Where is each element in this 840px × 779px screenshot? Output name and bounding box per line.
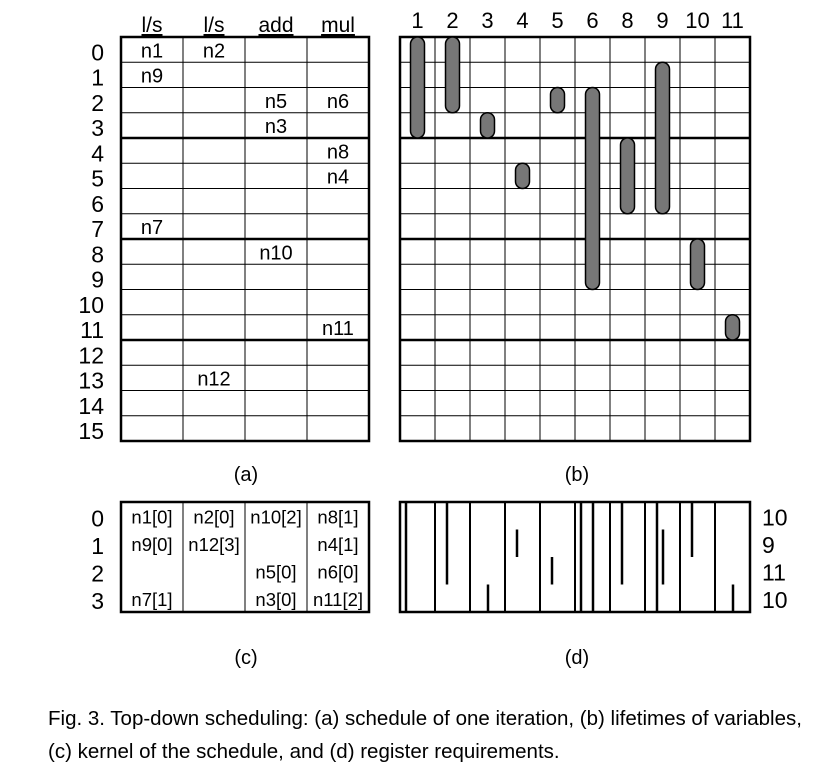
register-count: 11 <box>762 560 786 586</box>
schedule-row-label: 10 <box>78 292 104 318</box>
schedule-cell-n12: n12 <box>197 369 230 391</box>
schedule-row-label: 5 <box>91 166 104 192</box>
lifetime-column-header: 6 <box>586 8 598 33</box>
schedule-cell-n5: n5 <box>265 91 287 113</box>
lifetime-column-header: 3 <box>481 8 493 33</box>
kernel-cell: n10[2] <box>250 507 301 528</box>
register-count: 9 <box>762 532 775 558</box>
schedule-column-header: add <box>258 14 293 37</box>
kernel-cell: n5[0] <box>255 562 296 583</box>
panel-a-label: (a) <box>234 464 258 486</box>
schedule-cell-n7: n7 <box>141 217 163 239</box>
schedule-row-label: 13 <box>78 368 104 394</box>
schedule-cell-n10: n10 <box>259 242 292 264</box>
schedule-cell-n1: n1 <box>141 40 163 62</box>
kernel-cell: n3[0] <box>255 589 296 610</box>
lifetime-column-header: 8 <box>621 8 633 33</box>
lifetime-bar-8 <box>619 137 636 215</box>
register-count: 10 <box>762 505 788 531</box>
lifetime-bar-4 <box>514 162 531 190</box>
lifetime-bar-3 <box>479 112 496 139</box>
lifetime-column-header: 10 <box>685 8 709 33</box>
lifetime-bar-6 <box>584 86 601 291</box>
schedule-cell-n3: n3 <box>265 116 287 138</box>
schedule-cell-n2: n2 <box>203 40 225 62</box>
schedule-column-header: l/s <box>204 14 225 37</box>
panel-b-label: (b) <box>565 464 589 486</box>
schedule-row-label: 14 <box>78 393 104 419</box>
panel-d-label: (d) <box>565 647 589 669</box>
lifetime-column-header: 11 <box>721 8 744 33</box>
kernel-cell: n11[2] <box>313 589 363 610</box>
lifetime-column-header: 5 <box>551 8 563 33</box>
kernel-cell: n7[1] <box>131 589 172 610</box>
schedule-row-label: 11 <box>80 317 104 343</box>
kernel-cell: n1[0] <box>131 507 172 528</box>
schedule-row-label: 4 <box>91 140 104 166</box>
schedule-row-label: 8 <box>91 241 104 267</box>
lifetime-column-header: 2 <box>446 8 458 33</box>
lifetime-bar-5 <box>549 86 566 114</box>
kernel-row-label: 3 <box>91 588 104 614</box>
kernel-cell: n2[0] <box>193 507 234 528</box>
lifetime-bar-2 <box>444 36 461 114</box>
register-count: 10 <box>762 587 788 613</box>
schedule-cell-n11: n11 <box>322 318 354 340</box>
schedule-cell-n4: n4 <box>327 167 349 189</box>
schedule-row-label: 3 <box>91 115 104 141</box>
schedule-row-label: 12 <box>78 342 104 368</box>
kernel-row-label: 2 <box>91 561 104 587</box>
lifetime-bar-1 <box>409 36 426 139</box>
lifetime-column-header: 1 <box>411 8 423 33</box>
schedule-column-header: l/s <box>142 14 163 37</box>
panel-c-label: (c) <box>234 647 257 669</box>
figure-caption: Fig. 3. Top-down scheduling: (a) schedul… <box>48 707 802 763</box>
schedule-row-label: 15 <box>78 418 104 444</box>
schedule-row-label: 2 <box>91 90 104 116</box>
schedule-row-label: 0 <box>91 39 104 65</box>
lifetimes-chart: 1 2 3 4 5 6 8 9 10 11 <box>398 8 752 443</box>
schedule-cell-n8: n8 <box>327 141 349 163</box>
schedule-cell-n6: n6 <box>327 91 349 113</box>
schedule-row-label: 9 <box>91 267 104 293</box>
kernel-cell: n6[0] <box>317 562 358 583</box>
kernel-row-label: 1 <box>91 533 104 559</box>
kernel-cell: n9[0] <box>131 534 172 555</box>
lifetime-column-header: 9 <box>656 8 668 33</box>
schedule-cell-n9: n9 <box>141 66 163 88</box>
lifetime-bar-9 <box>654 61 671 215</box>
kernel-cell: n4[1] <box>317 534 358 555</box>
schedule-row-label: 7 <box>91 216 104 242</box>
lifetime-bar-11 <box>724 314 741 341</box>
kernel-row-label: 0 <box>91 506 104 532</box>
lifetime-column-header: 4 <box>516 8 528 33</box>
schedule-row-label: 1 <box>91 65 104 91</box>
kernel-cell: n8[1] <box>317 507 358 528</box>
schedule-column-header: mul <box>321 14 355 37</box>
lifetime-bar-10 <box>689 238 706 291</box>
schedule-row-label: 6 <box>91 191 104 217</box>
kernel-cell: n12[3] <box>188 534 239 555</box>
